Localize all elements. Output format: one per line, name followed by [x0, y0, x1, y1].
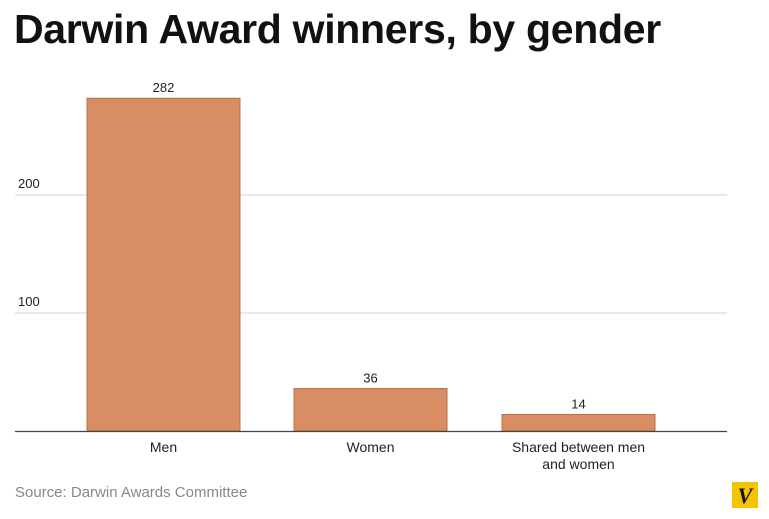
- data-label-1: 36: [363, 371, 377, 386]
- svg-text:V: V: [738, 483, 755, 508]
- bar-2: [501, 413, 656, 432]
- data-label-2: 14: [571, 396, 585, 411]
- chart-title: Darwin Award winners, by gender: [14, 6, 661, 52]
- y-tick-label-100: 100: [18, 294, 40, 309]
- y-tick-label-200: 200: [18, 176, 40, 191]
- bar-1: [293, 388, 448, 432]
- source-note: Source: Darwin Awards Committee: [15, 484, 248, 501]
- bar-0: [86, 97, 241, 432]
- vox-logo-icon: V: [732, 482, 758, 508]
- x-tick-label-1: Women: [347, 439, 395, 455]
- x-tick-label-2-line-1: and women: [542, 456, 614, 472]
- x-tick-label-2-line-0: Shared between men: [512, 439, 645, 455]
- x-tick-label-0: Men: [150, 439, 177, 455]
- bar-chart: 100 200 282 Men 36 Women 14 Shared between mena…: [15, 80, 727, 472]
- data-label-0: 282: [153, 80, 175, 95]
